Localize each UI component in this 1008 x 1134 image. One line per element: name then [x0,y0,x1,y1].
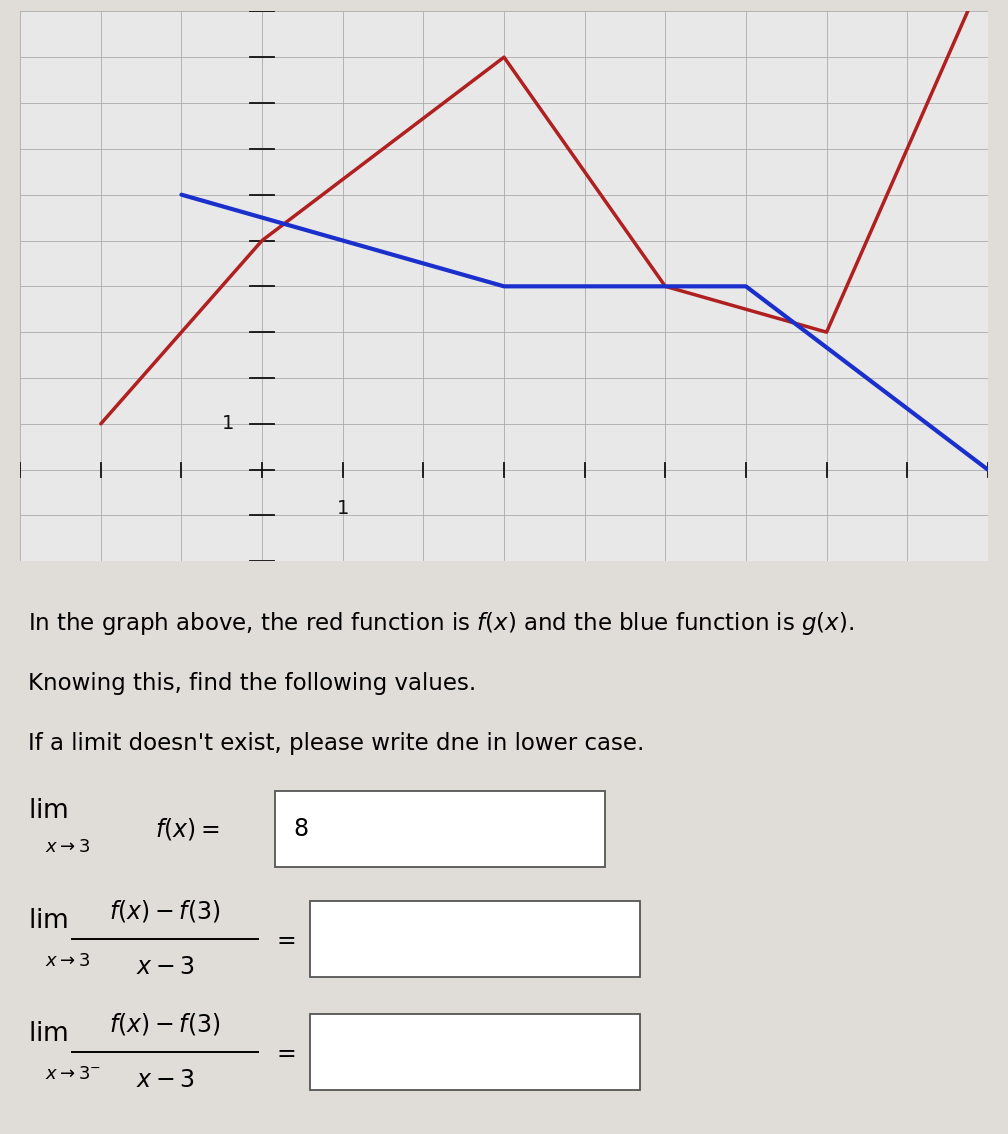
Text: $x\to3^{-}$: $x\to3^{-}$ [45,1065,101,1083]
Text: $\lim$: $\lim$ [28,907,69,933]
Text: Knowing this, find the following values.: Knowing this, find the following values. [28,672,476,695]
Text: $=$: $=$ [272,926,296,950]
Text: $x - 3$: $x - 3$ [136,1068,195,1092]
Text: 1: 1 [222,414,234,433]
Text: $x\to3$: $x\to3$ [45,951,91,970]
Text: $f(x) =$: $f(x) =$ [155,815,220,841]
Text: $x\to3$: $x\to3$ [45,838,91,856]
Text: If a limit doesn't exist, please write dne in lower case.: If a limit doesn't exist, please write d… [28,733,644,755]
Text: $f(x) - f(3)$: $f(x) - f(3)$ [109,1010,221,1036]
Text: $\lim$: $\lim$ [28,797,69,823]
Text: $f(x) - f(3)$: $f(x) - f(3)$ [109,898,221,924]
Text: $=$: $=$ [272,1040,296,1064]
Text: $x - 3$: $x - 3$ [136,955,195,979]
Text: 1: 1 [337,499,349,518]
Bar [275,790,605,866]
Bar [310,1014,640,1090]
Text: $\lim$: $\lim$ [28,1021,69,1047]
Bar [310,900,640,976]
Text: In the graph above, the red function is $f(x)$ and the blue function is $g(x)$.: In the graph above, the red function is … [28,610,854,637]
Text: 8: 8 [293,816,308,840]
